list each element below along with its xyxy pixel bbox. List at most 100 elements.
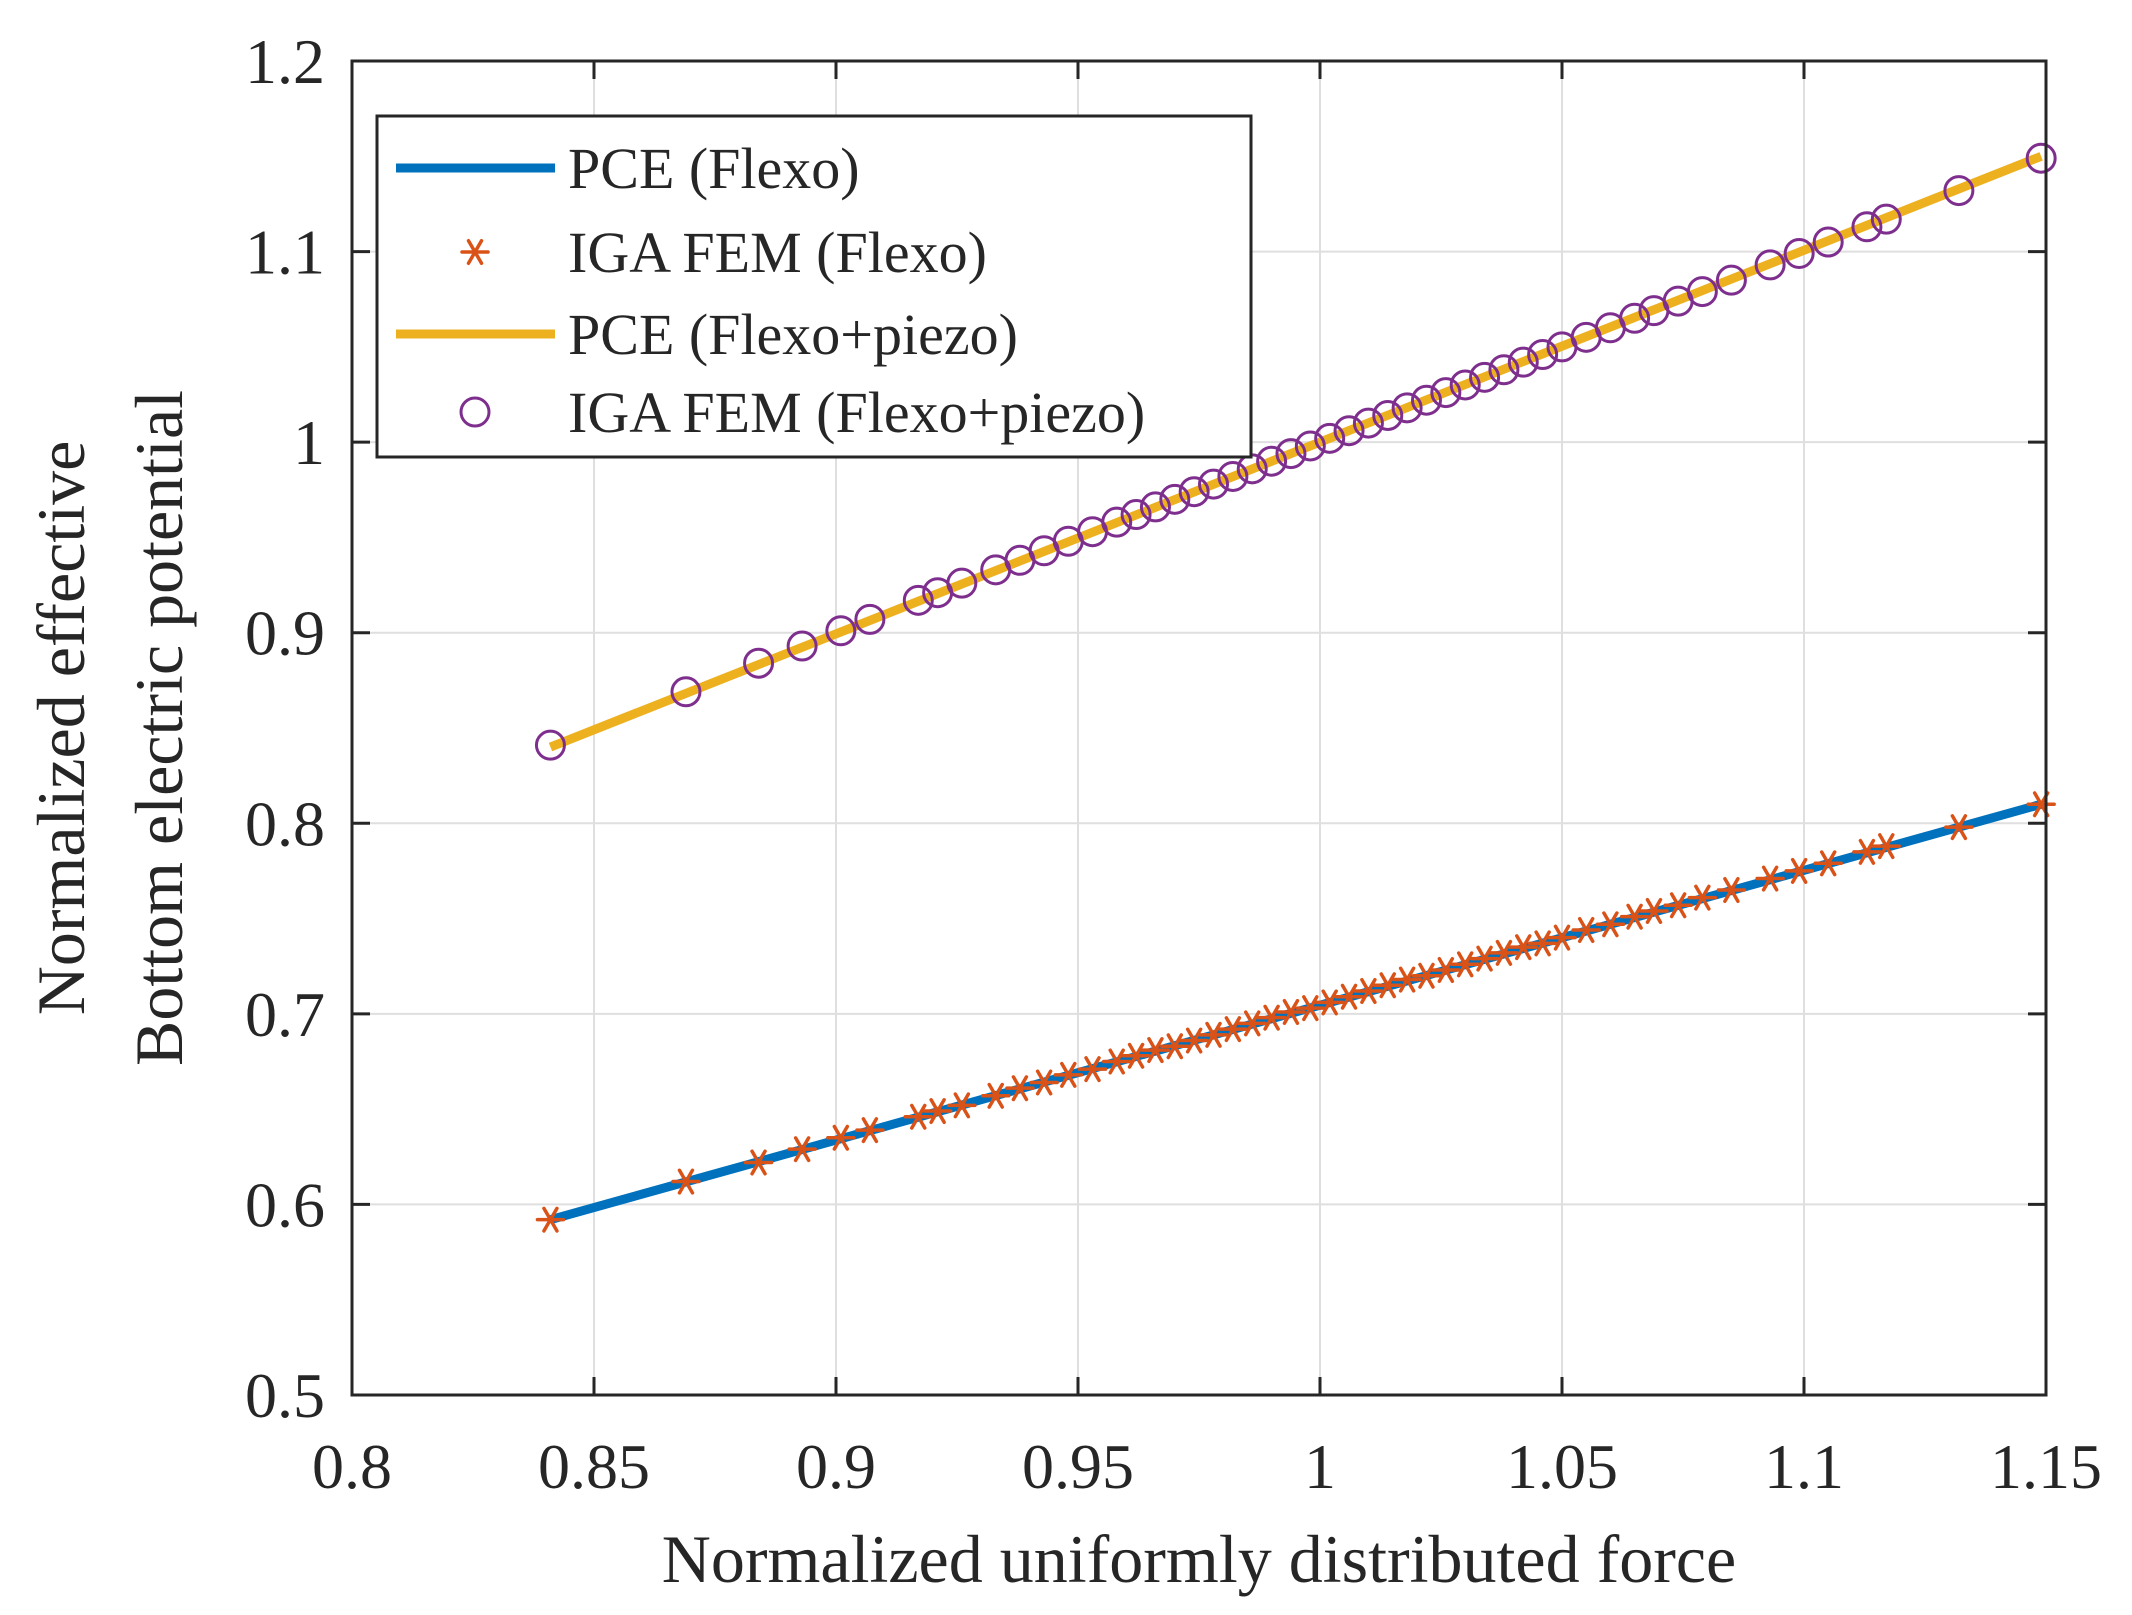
- data-point-asterisk: [1784, 857, 1814, 884]
- y-axis-label-line-1: Normalized effective: [23, 441, 99, 1016]
- legend-label: PCE (Flexo): [568, 136, 860, 201]
- data-point-circle: [1352, 407, 1384, 439]
- data-point-circle: [1101, 506, 1133, 538]
- data-point-circle: [1159, 483, 1191, 515]
- data-point-asterisk: [903, 1103, 934, 1130]
- data-point-asterisk: [1431, 957, 1461, 984]
- data-point-circle: [1275, 438, 1307, 470]
- data-point-circle: [1120, 499, 1152, 531]
- data-point-asterisk: [535, 1206, 566, 1233]
- data-point-circle: [1449, 369, 1481, 401]
- data-point-asterisk: [787, 1136, 817, 1163]
- data-point-asterisk: [1334, 983, 1364, 1010]
- data-point-asterisk: [1053, 1061, 1084, 1088]
- data-point-circle: [1754, 249, 1786, 281]
- series-layer: [534, 142, 2057, 1233]
- data-point-asterisk: [1121, 1042, 1151, 1069]
- data-point-circle: [1139, 491, 1171, 523]
- data-point-circle: [1372, 399, 1404, 431]
- data-point-asterisk: [1237, 1010, 1267, 1037]
- y-tick-label: 1: [293, 407, 325, 478]
- x-tick-label: 1.1: [1764, 1431, 1844, 1502]
- y-tick-label: 0.8: [245, 788, 325, 859]
- data-point-asterisk: [1639, 897, 1669, 924]
- data-point-asterisk: [1353, 977, 1384, 1004]
- data-point-circle: [1217, 460, 1249, 492]
- data-point-asterisk: [1179, 1027, 1209, 1054]
- plot-frame: [350, 59, 2048, 1397]
- y-axis-label-line-2: Bottom electric potential: [121, 390, 197, 1066]
- data-point-asterisk: [1871, 833, 1902, 860]
- data-point-asterisk: [1450, 951, 1480, 978]
- data-point-circle: [1686, 276, 1718, 308]
- y-tick-label: 0.6: [245, 1169, 325, 1240]
- data-point-asterisk: [1852, 838, 1882, 865]
- data-point-asterisk: [1469, 945, 1500, 972]
- data-point-circle: [1294, 430, 1326, 462]
- data-point-circle: [1391, 392, 1423, 424]
- data-point-circle: [1507, 346, 1539, 378]
- data-point-asterisk: [1687, 884, 1718, 911]
- data-point-asterisk: [743, 1149, 774, 1176]
- data-point-asterisk: [1489, 939, 1519, 966]
- data-point-circle: [1715, 264, 1747, 296]
- y-tick-label: 1.2: [245, 26, 325, 97]
- data-point-asterisk: [1314, 989, 1345, 1016]
- data-point-asterisk: [1218, 1016, 1248, 1043]
- data-point-asterisk: [671, 1168, 701, 1195]
- data-point-asterisk: [922, 1098, 953, 1125]
- data-point-asterisk: [855, 1117, 885, 1144]
- data-point-circle: [1198, 468, 1230, 500]
- data-point-circle: [854, 603, 886, 635]
- data-point-asterisk: [1547, 924, 1577, 951]
- data-point-asterisk: [1160, 1033, 1190, 1060]
- data-point-circle: [946, 567, 978, 599]
- data-point-circle: [743, 647, 775, 679]
- data-point-circle: [1430, 377, 1462, 409]
- data-point-asterisk: [1276, 998, 1306, 1025]
- legend-circle-swatch: [459, 396, 491, 428]
- legend-label: PCE (Flexo+piezo): [568, 302, 1018, 367]
- data-point-asterisk: [1619, 903, 1650, 930]
- series-line-pce-flexo-piezo-: [548, 152, 2043, 752]
- legend: PCE (Flexo) IGA FEM (Flexo) PCE (Flexo+pie…: [375, 114, 1253, 459]
- data-point-circle: [1488, 354, 1520, 386]
- ticks: 0.8 0.85 0.9 0.95 1 1.05 1.1 1.15 0.5 0.6 0.7 0.8 0.…: [245, 26, 2102, 1502]
- data-point-asterisk: [1392, 966, 1422, 993]
- x-tick-label: 0.85: [538, 1431, 650, 1502]
- data-point-circle: [1870, 203, 1902, 235]
- legend-label: IGA FEM (Flexo): [568, 220, 987, 285]
- data-point-asterisk: [1508, 934, 1539, 961]
- data-point-asterisk: [1813, 850, 1843, 877]
- data-point-circle: [1851, 211, 1883, 243]
- x-tick-label: 1: [1304, 1431, 1336, 1502]
- y-tick-label: 0.9: [245, 598, 325, 669]
- data-point-asterisk: [980, 1082, 1011, 1109]
- data-point-asterisk: [1373, 972, 1403, 999]
- data-point-asterisk: [1527, 930, 1558, 957]
- data-point-asterisk: [1029, 1069, 1059, 1096]
- data-point-asterisk: [826, 1124, 856, 1151]
- data-point-asterisk: [1101, 1048, 1132, 1075]
- data-point-asterisk: [1944, 814, 1974, 841]
- data-point-circle: [1619, 302, 1651, 334]
- data-point-circle: [2025, 142, 2057, 174]
- y-tick-label: 0.7: [245, 979, 325, 1050]
- data-point-asterisk: [1595, 911, 1626, 938]
- data-point-asterisk: [1198, 1021, 1229, 1048]
- x-tick-label: 1.15: [1990, 1431, 2102, 1502]
- data-point-circle: [1256, 445, 1288, 477]
- data-point-circle: [1314, 422, 1346, 454]
- data-point-asterisk: [1716, 876, 1747, 903]
- data-point-asterisk: [1005, 1075, 1035, 1102]
- data-point-circle: [1469, 361, 1501, 393]
- x-tick-label: 0.8: [312, 1431, 392, 1502]
- data-point-circle: [1178, 476, 1210, 508]
- data-point-circle: [1943, 175, 1975, 207]
- data-point-circle: [1527, 338, 1559, 370]
- data-point-circle: [670, 676, 702, 708]
- data-point-asterisk: [1140, 1037, 1171, 1064]
- y-tick-label: 0.5: [245, 1360, 325, 1431]
- data-point-circle: [1783, 237, 1815, 269]
